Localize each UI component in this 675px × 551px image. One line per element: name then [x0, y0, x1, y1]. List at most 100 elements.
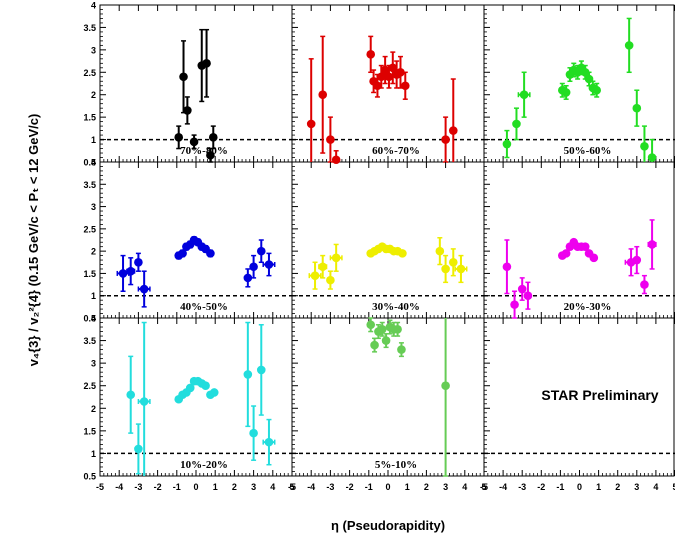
data-point — [624, 41, 634, 50]
x-tick-label: 2 — [232, 482, 237, 492]
x-tick-label: -2 — [537, 482, 545, 492]
y-tick-label: 2.5 — [83, 381, 96, 391]
data-point — [398, 249, 407, 258]
data-point — [388, 63, 398, 73]
x-tick-label: 5 — [672, 482, 675, 492]
data-point — [134, 257, 143, 267]
data-point — [366, 50, 376, 59]
y-tick-label: 2 — [91, 247, 96, 257]
y-tick-label: 3.5 — [83, 180, 96, 190]
x-tick-label: -1 — [173, 482, 181, 492]
data-point — [381, 336, 391, 345]
data-point — [441, 135, 450, 144]
y-tick-label: 2.5 — [83, 68, 96, 78]
data-point — [179, 72, 188, 82]
centrality-label: 10%-20% — [180, 459, 228, 471]
data-point — [377, 324, 387, 334]
x-tick-label: -4 — [115, 482, 123, 492]
x-tick-label: 1 — [596, 482, 601, 492]
y-tick-label: 3 — [91, 45, 96, 55]
x-tick-label: 3 — [443, 482, 448, 492]
x-tick-label: 1 — [213, 482, 218, 492]
x-tick-label: -3 — [518, 482, 526, 492]
data-point — [376, 72, 386, 82]
data-point — [519, 90, 529, 100]
data-point — [264, 260, 274, 269]
x-tick-label: -1 — [365, 482, 373, 492]
x-tick-label: -3 — [134, 482, 142, 492]
data-point — [331, 253, 341, 263]
x-tick-label: -2 — [346, 482, 354, 492]
y-tick-label: 2 — [91, 90, 96, 100]
x-tick-label: -1 — [556, 482, 564, 492]
x-tick-label: 3 — [251, 482, 256, 492]
data-point — [640, 142, 649, 151]
x-tick-label: 0 — [385, 482, 390, 492]
y-tick-label: 1.5 — [83, 269, 96, 279]
x-tick-label: 4 — [653, 482, 658, 492]
y-tick-label: 4 — [91, 158, 96, 168]
x-tick-label: -2 — [154, 482, 162, 492]
data-point — [206, 150, 215, 160]
data-point — [370, 340, 379, 350]
x-tick-label: 2 — [615, 482, 620, 492]
data-point — [126, 390, 136, 400]
y-tick-label: 0.5 — [83, 314, 96, 324]
data-point — [201, 381, 210, 391]
x-tick-label: 3 — [634, 482, 639, 492]
data-point — [380, 65, 390, 75]
data-point — [331, 155, 341, 165]
data-point — [139, 397, 149, 406]
data-point — [397, 345, 406, 354]
x-tick-label: -5 — [96, 482, 104, 492]
data-point — [510, 300, 519, 309]
x-tick-label: -4 — [307, 482, 315, 492]
y-axis-title: v₄{3} / v₂²{4} (0.15 GeV/c < Pₜ < 12 GeV… — [26, 114, 41, 367]
data-point — [126, 266, 136, 276]
x-tick-label: 0 — [193, 482, 198, 492]
x-tick-label: -4 — [499, 482, 507, 492]
y-tick-label: 1 — [91, 291, 96, 301]
data-point — [185, 383, 195, 393]
data-point — [366, 320, 376, 330]
data-point — [206, 249, 215, 258]
y-tick-label: 3 — [91, 202, 96, 212]
centrality-label: 30%-40% — [372, 301, 420, 313]
x-tick-label: 0 — [577, 482, 582, 492]
star-preliminary-label: STAR Preliminary — [541, 387, 658, 403]
data-point — [561, 88, 571, 97]
y-tick-label: 1.5 — [83, 426, 96, 436]
y-tick-label: 3 — [91, 359, 96, 369]
data-point — [448, 257, 458, 267]
x-tick-label: 2 — [424, 482, 429, 492]
data-point — [435, 246, 445, 256]
data-point — [580, 242, 590, 251]
data-point — [456, 264, 466, 274]
x-tick-label: -5 — [480, 482, 488, 492]
data-point — [243, 273, 253, 283]
x-tick-label: 4 — [270, 482, 275, 492]
y-tick-label: 1 — [91, 449, 96, 459]
data-point — [183, 106, 192, 115]
data-point — [561, 249, 571, 258]
centrality-label: 5%-10% — [375, 459, 417, 471]
centrality-label: 20%-30% — [564, 301, 612, 313]
x-tick-label: 5 — [481, 482, 486, 492]
data-point — [523, 291, 533, 301]
centrality-label: 60%-70% — [372, 145, 420, 157]
x-axis-title: η (Pseudorapidity) — [331, 518, 445, 533]
y-tick-label: 3.5 — [83, 23, 96, 33]
panel-frame — [483, 4, 675, 163]
y-tick-label: 1.5 — [83, 113, 96, 123]
y-tick-label: 1 — [91, 135, 96, 145]
panel-frame — [483, 161, 675, 319]
data-point — [512, 119, 521, 129]
data-point — [396, 67, 405, 77]
data-point — [517, 284, 527, 294]
data-point — [640, 280, 649, 289]
y-tick-label: 3.5 — [83, 336, 96, 346]
centrality-label: 50%-60% — [564, 145, 612, 157]
data-point — [318, 90, 328, 100]
data-point — [189, 137, 199, 147]
